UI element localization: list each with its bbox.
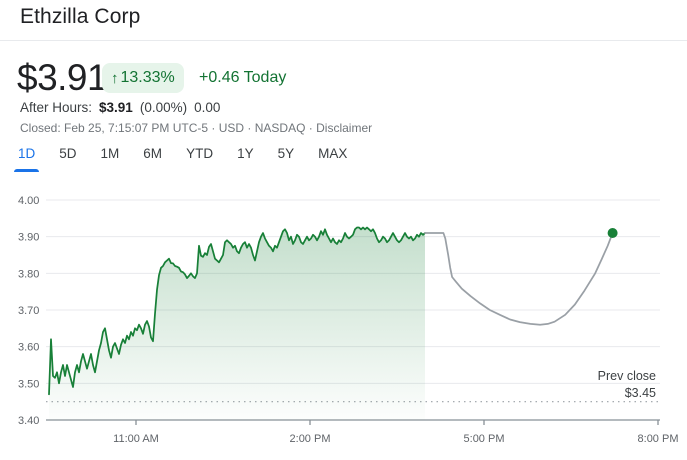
market-status-row: Closed: Feb 25, 7:15:07 PM UTC-5 · USD ·… [20, 121, 372, 135]
x-axis-label: 2:00 PM [290, 433, 331, 445]
range-tabs: 1D 5D 1M 6M YTD 1Y 5Y MAX [14, 146, 347, 172]
y-axis-label: 3.60 [18, 342, 39, 354]
x-axis-label: 11:00 AM [113, 433, 159, 445]
after-hours-change: 0.00 [194, 100, 221, 115]
tab-label: MAX [318, 146, 348, 161]
tab-1d[interactable]: 1D [14, 146, 40, 172]
tab-5y[interactable]: 5Y [278, 146, 295, 172]
after-hours-price: $3.91 [99, 100, 133, 115]
session-area-fill [49, 227, 425, 420]
header-divider [0, 40, 687, 41]
page-title: Ethzilla Corp [20, 5, 141, 28]
disclaimer-link[interactable]: Disclaimer [316, 121, 373, 135]
x-axis-label: 8:00 PM [638, 433, 679, 445]
tab-label: YTD [186, 146, 214, 161]
after-hours-line [424, 232, 614, 326]
tab-label: 5D [59, 146, 77, 161]
tab-1y[interactable]: 1Y [237, 146, 254, 172]
x-axis-label: 5:00 PM [464, 433, 505, 445]
tab-ytd[interactable]: YTD [186, 146, 213, 172]
up-arrow-icon: ↑ [111, 69, 119, 87]
change-percent-value: 13.33% [120, 69, 175, 86]
after-hours-label: After Hours: [20, 100, 93, 115]
tab-1m[interactable]: 1M [101, 146, 120, 172]
tab-label: 1Y [237, 146, 254, 161]
market-status-text: Closed: Feb 25, 7:15:07 PM UTC-5 · USD ·… [20, 121, 313, 135]
price-chart[interactable]: 4.00 3.90 3.80 3.70 3.60 3.50 3.40 11:00 AM 2:00… [0, 185, 687, 460]
y-axis-label: 3.40 [18, 415, 39, 427]
y-axis-label: 3.80 [18, 268, 39, 280]
tab-6m[interactable]: 6M [143, 146, 162, 172]
last-price-dot [607, 228, 618, 238]
change-today-text: +0.46 Today [199, 69, 287, 86]
tab-max[interactable]: MAX [318, 146, 347, 172]
tab-label: 1M [100, 146, 120, 161]
y-axis-label: 3.90 [18, 232, 39, 244]
y-axis-label: 3.50 [18, 378, 39, 390]
after-hours-row: After Hours: $3.91 (0.00%) 0.00 [20, 100, 220, 115]
current-price: $3.91 [17, 57, 108, 98]
tab-5d[interactable]: 5D [59, 146, 76, 172]
tab-label: 5Y [277, 146, 295, 161]
active-tab-underline [14, 169, 40, 172]
after-hours-percent: (0.00%) [139, 100, 188, 115]
tab-label: 1D [18, 146, 36, 161]
tab-label: 6M [143, 146, 163, 161]
prev-close-label: Prev close [598, 369, 656, 383]
y-axis-label: 3.70 [18, 305, 39, 317]
change-percent-badge: ↑ 13.33% [102, 63, 184, 93]
regular-session-line [48, 226, 426, 396]
prev-close-value: $3.45 [625, 386, 656, 400]
y-axis-label: 4.00 [18, 195, 39, 207]
